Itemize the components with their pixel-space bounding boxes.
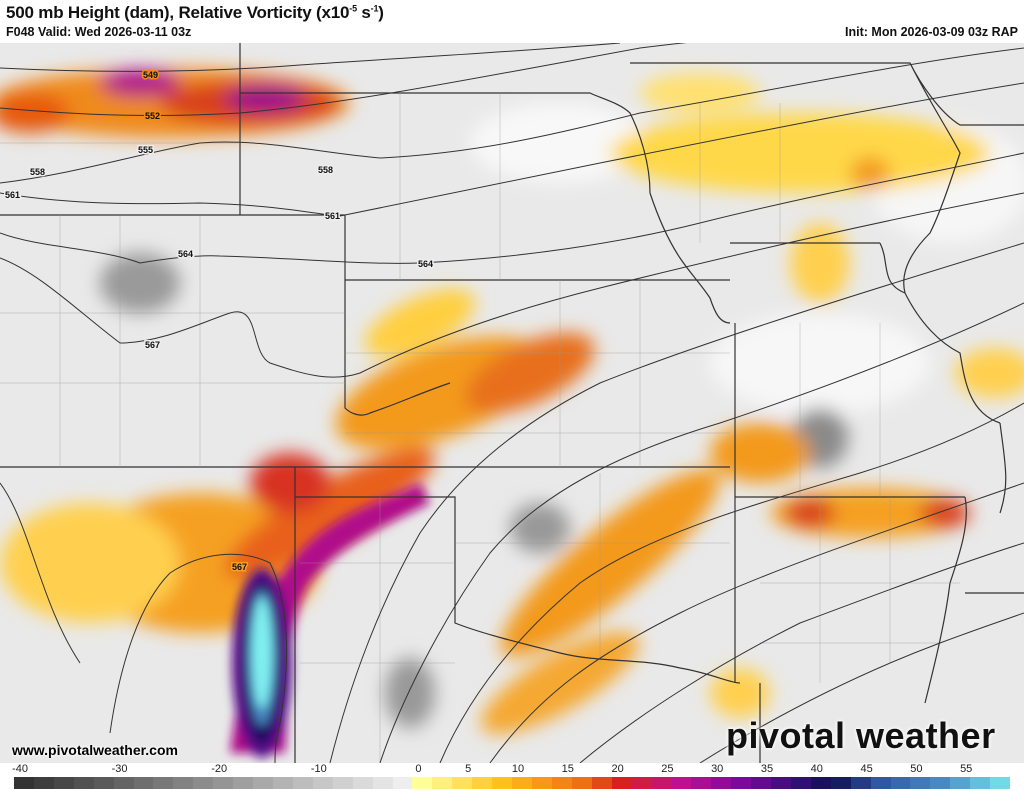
colorbar-cell: [790, 777, 811, 789]
colorbar-cell: [292, 777, 313, 789]
map-title: 500 mb Height (dam), Relative Vorticity …: [6, 3, 384, 23]
colorbar-tick-label: 50: [910, 763, 923, 775]
colorbar-tick-label: -20: [211, 763, 228, 775]
colorbar-cell: [472, 777, 493, 789]
colorbar-cell: [970, 777, 991, 789]
contour-label: 567: [145, 340, 160, 350]
contour-label: 561: [5, 190, 20, 200]
contour-label: 561: [325, 211, 340, 221]
title-exponent: -5: [349, 3, 357, 14]
valid-time: F048 Valid: Wed 2026-03-11 03z: [6, 25, 192, 39]
colorbar-tick-label: 15: [561, 763, 574, 775]
weather-map[interactable]: 549 552 555 558 558 561 561 564 564 567 …: [0, 43, 1024, 763]
colorbar-cell: [93, 777, 114, 789]
colorbar-cell: [14, 777, 34, 789]
colorbar-cell: [631, 777, 652, 789]
colorbar-cell: [372, 777, 393, 789]
colorbar-cell: [591, 777, 612, 789]
colorbar-cell: [432, 777, 453, 789]
contour-label: 555: [138, 145, 153, 155]
colorbar-cell: [173, 777, 194, 789]
height-contours: [0, 43, 1024, 763]
colorbar-cell: [133, 777, 154, 789]
colorbar-tick-label: 10: [511, 763, 525, 775]
colorbar: [14, 777, 1011, 789]
colorbar-cell: [452, 777, 473, 789]
vorticity-max-streak: [230, 483, 430, 758]
colorbar-cell: [870, 777, 891, 789]
colorbar-cell: [531, 777, 552, 789]
colorbar-tick-label: 5: [465, 763, 472, 775]
contour-label: 558: [318, 165, 333, 175]
colorbar-cell: [113, 777, 134, 789]
colorbar-cell: [153, 777, 174, 789]
colorbar-cell: [771, 777, 791, 789]
colorbar-tick-label: -10: [310, 763, 327, 775]
website-url: www.pivotalweather.com: [12, 742, 178, 758]
colorbar-cell: [73, 777, 94, 789]
colorbar-tick-label: 20: [611, 763, 624, 775]
colorbar-tick-label: 40: [810, 763, 823, 775]
colorbar-cell: [53, 777, 74, 789]
colorbar-cell: [910, 777, 931, 789]
colorbar-cell: [332, 777, 353, 789]
contour-label: 549: [143, 70, 158, 80]
colorbar-cell: [671, 777, 692, 789]
colorbar-tick-label: 30: [711, 763, 724, 775]
colorbar-cell: [731, 777, 752, 789]
colorbar-cell: [830, 777, 851, 789]
colorbar-cell: [551, 777, 572, 789]
colorbar-tick-label: 35: [760, 763, 774, 775]
colorbar-labels: -40 -30 -20 -10 0 5 10 15 20 25 30 35 40 45 50 55: [0, 763, 1024, 777]
colorbar-cell: [711, 777, 732, 789]
colorbar-cell: [850, 777, 871, 789]
colorbar-tick-label: -30: [111, 763, 128, 775]
contour-label: 564: [178, 249, 193, 259]
colorbar-cell: [312, 777, 333, 789]
colorbar-cell: [33, 777, 54, 789]
colorbar-cell: [233, 777, 254, 789]
colorbar-cell: [611, 777, 632, 789]
contour-label: 564: [418, 259, 433, 269]
colorbar-cell: [651, 777, 672, 789]
colorbar-tick-label: -40: [12, 763, 28, 775]
pivotal-weather-logo: pivotal weather: [726, 715, 996, 756]
contour-label: 567: [232, 562, 247, 572]
colorbar-cell: [352, 777, 373, 789]
colorbar-cell: [950, 777, 971, 789]
colorbar-tick-label: 45: [860, 763, 873, 775]
county-borders: [0, 93, 960, 763]
colorbar-cell: [492, 777, 513, 789]
title-text: 500 mb Height (dam), Relative Vorticity …: [6, 3, 350, 22]
colorbar-cell: [272, 777, 293, 789]
colorbar-cell: [213, 777, 234, 789]
colorbar-cell: [930, 777, 951, 789]
colorbar-tick-label: 0: [415, 763, 422, 775]
colorbar-tick-label: 25: [661, 763, 674, 775]
title-end: ): [378, 3, 384, 22]
contour-label: 558: [30, 167, 45, 177]
colorbar-cell: [412, 777, 433, 789]
colorbar-cell: [691, 777, 712, 789]
colorbar-cell: [392, 777, 413, 789]
colorbar-cell: [571, 777, 592, 789]
colorbar-cell: [193, 777, 214, 789]
colorbar-tick-label: 55: [960, 763, 973, 775]
title-unit: s: [356, 3, 371, 22]
colorbar-cell: [890, 777, 911, 789]
colorbar-cell: [751, 777, 772, 789]
colorbar-cell: [253, 777, 273, 789]
init-time: Init: Mon 2026-03-09 03z RAP: [845, 25, 1018, 39]
colorbar-cell: [990, 777, 1011, 789]
colorbar-cell: [810, 777, 831, 789]
contour-label: 552: [145, 111, 160, 121]
contour-labels: 549 552 555 558 558 561 561 564 564 567 …: [4, 69, 435, 574]
title-exponent: -1: [370, 3, 379, 14]
colorbar-cell: [512, 777, 532, 789]
